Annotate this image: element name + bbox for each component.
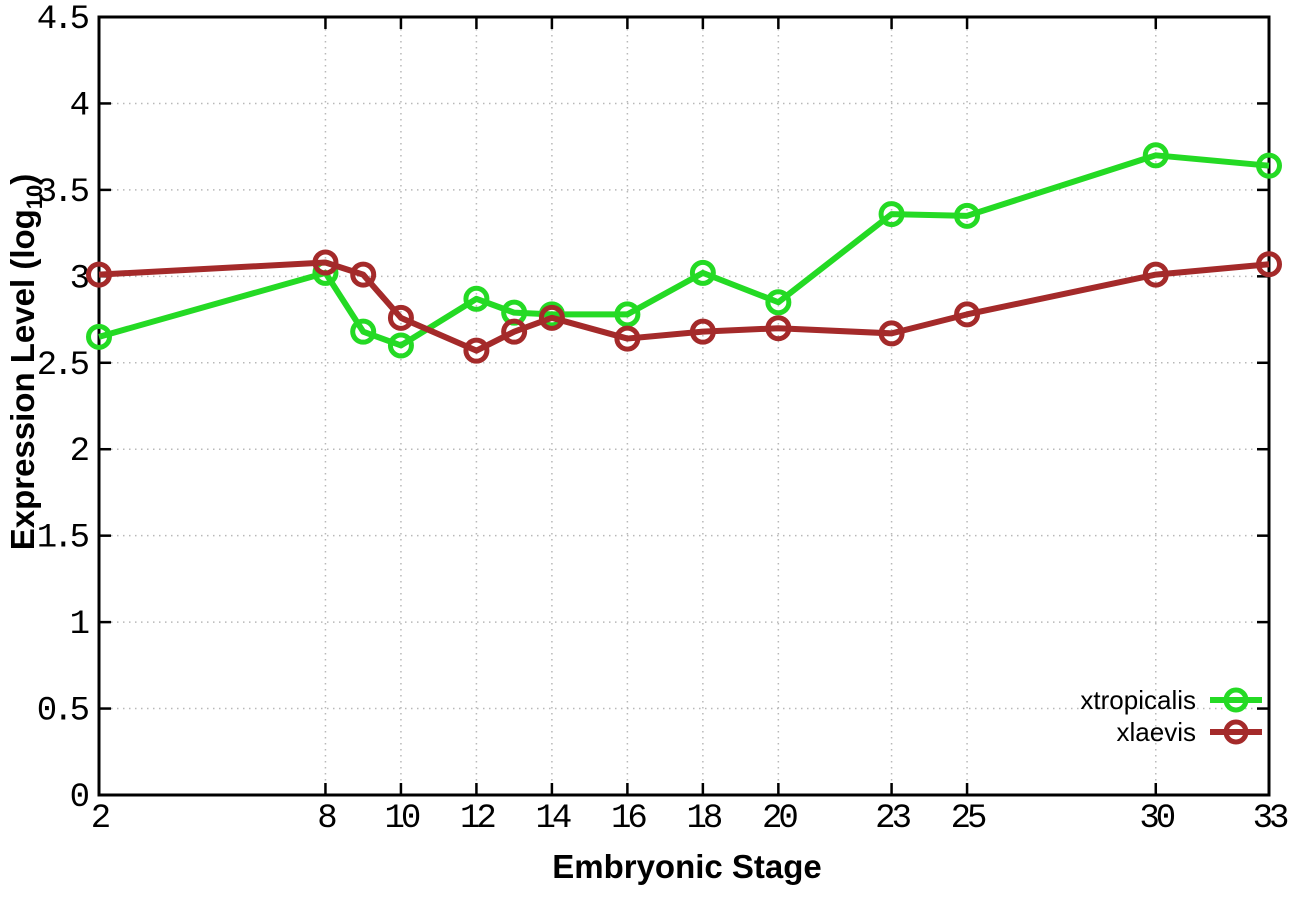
data-point-xlaevis: [538, 304, 565, 331]
x-tick-label: 14: [535, 800, 570, 838]
y-tick-label: 3: [70, 260, 89, 298]
x-tick-label: 12: [460, 800, 494, 838]
y-axis-label-text: Expression Level (log: [4, 209, 42, 551]
y-tick-label: 2: [70, 433, 88, 471]
data-point-xtropicalis: [463, 285, 490, 312]
data-point-xlaevis: [387, 304, 414, 331]
data-point-xtropicalis: [765, 289, 792, 316]
data-point-xtropicalis: [1256, 152, 1282, 179]
x-axis-label: Embryonic Stage: [552, 848, 822, 885]
y-tick-label: 0.5: [37, 693, 89, 731]
data-point-xlaevis: [501, 318, 528, 345]
data-point-xlaevis: [878, 320, 905, 347]
data-point-xtropicalis: [614, 301, 641, 328]
x-tick-label: 2: [91, 800, 109, 838]
x-tick-label: 16: [611, 800, 646, 838]
data-point-xlaevis: [1256, 251, 1282, 278]
legend-item-xtropicalis: xtropicalis: [1080, 684, 1264, 716]
legend-label-xtropicalis: xtropicalis: [1080, 684, 1196, 715]
y-tick-label: 3.5: [37, 174, 89, 212]
data-point-xlaevis: [614, 325, 641, 352]
data-point-xlaevis: [1142, 261, 1169, 288]
y-axis-label-subscript: 10: [21, 184, 47, 210]
data-point-xtropicalis: [350, 318, 377, 345]
legend-label-xlaevis: xlaevis: [1116, 716, 1196, 747]
x-tick-label: 8: [317, 800, 336, 838]
legend-item-xlaevis: xlaevis: [1117, 716, 1264, 748]
series-line-xtropicalis: [98, 152, 1270, 349]
x-tick-label: 33: [1253, 800, 1288, 838]
x-tick-label: 25: [951, 800, 986, 838]
x-tick-label: 10: [385, 800, 420, 838]
data-point-xtropicalis: [689, 259, 716, 286]
y-tick-label: 0: [70, 779, 89, 817]
y-axis-label: Expression Level (log10): [4, 174, 48, 551]
legend: xtropicalis xlaevis: [1080, 684, 1264, 748]
x-tick-label: 18: [686, 800, 721, 838]
y-axis-label-suffix: ): [4, 173, 42, 185]
data-point-xtropicalis: [387, 332, 414, 359]
y-tick-label: 2.5: [37, 347, 89, 385]
data-point-xlaevis: [954, 301, 981, 328]
data-point-xtropicalis: [954, 202, 981, 229]
data-point-xtropicalis: [1142, 142, 1169, 169]
y-tick-label: 1: [70, 606, 89, 644]
x-tick-label: 30: [1139, 800, 1174, 838]
y-tick-label: 1.5: [37, 520, 89, 558]
data-point-xtropicalis: [86, 323, 112, 350]
data-point-xlaevis: [86, 261, 112, 288]
x-tick-label: 20: [762, 800, 797, 838]
legend-marker-xtropicalis: [1210, 687, 1262, 713]
y-tick-label: 4: [70, 87, 89, 125]
data-point-xlaevis: [312, 249, 339, 276]
data-point-xlaevis: [689, 318, 716, 345]
data-point-xtropicalis: [878, 201, 905, 228]
data-point-xlaevis: [350, 261, 377, 288]
data-point-xlaevis: [463, 337, 490, 364]
legend-marker-xlaevis: [1210, 719, 1262, 745]
plot-border: [97, 15, 1271, 797]
data-point-xlaevis: [765, 315, 792, 342]
y-tick-label: 4.5: [37, 1, 89, 39]
x-tick-label: 23: [875, 800, 910, 838]
